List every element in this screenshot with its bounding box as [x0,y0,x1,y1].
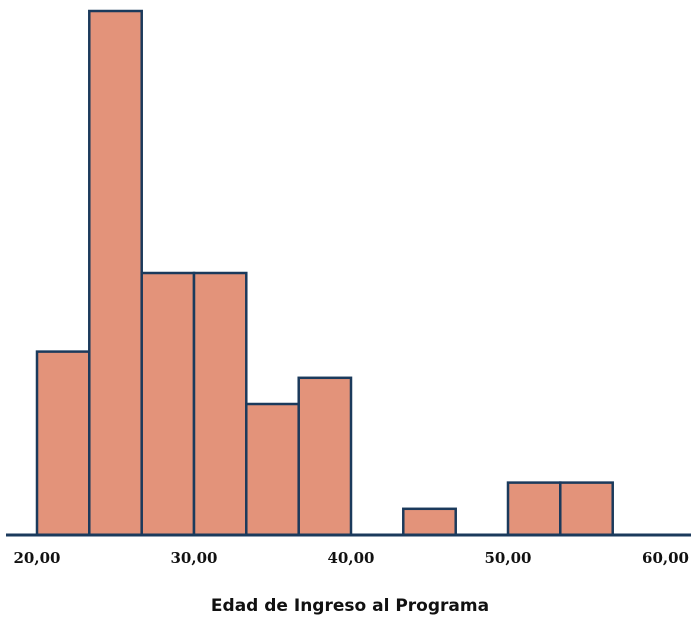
x-tick-label: 60,00 [642,549,689,567]
x-tick-label: 40,00 [328,549,375,567]
histogram-bar-4 [245,402,300,537]
histogram-bar-1 [88,9,143,537]
x-tick-labels: 20,00 30,00 40,00 50,00 60,00 [14,549,689,567]
x-tick-label: 50,00 [485,549,532,567]
x-tick-label: 20,00 [14,549,61,567]
histogram-bar-2 [140,271,196,537]
histogram-bar-7 [402,507,457,537]
x-axis-title: Edad de Ingreso al Programa [211,596,489,616]
bars-group [35,9,614,537]
histogram-bar-5 [297,376,353,537]
histogram-bar-3 [192,271,248,537]
histogram-bar-0 [35,350,91,537]
histogram-bar-9 [506,481,562,537]
histogram-bar-10 [559,481,614,537]
x-tick-label: 30,00 [171,549,218,567]
